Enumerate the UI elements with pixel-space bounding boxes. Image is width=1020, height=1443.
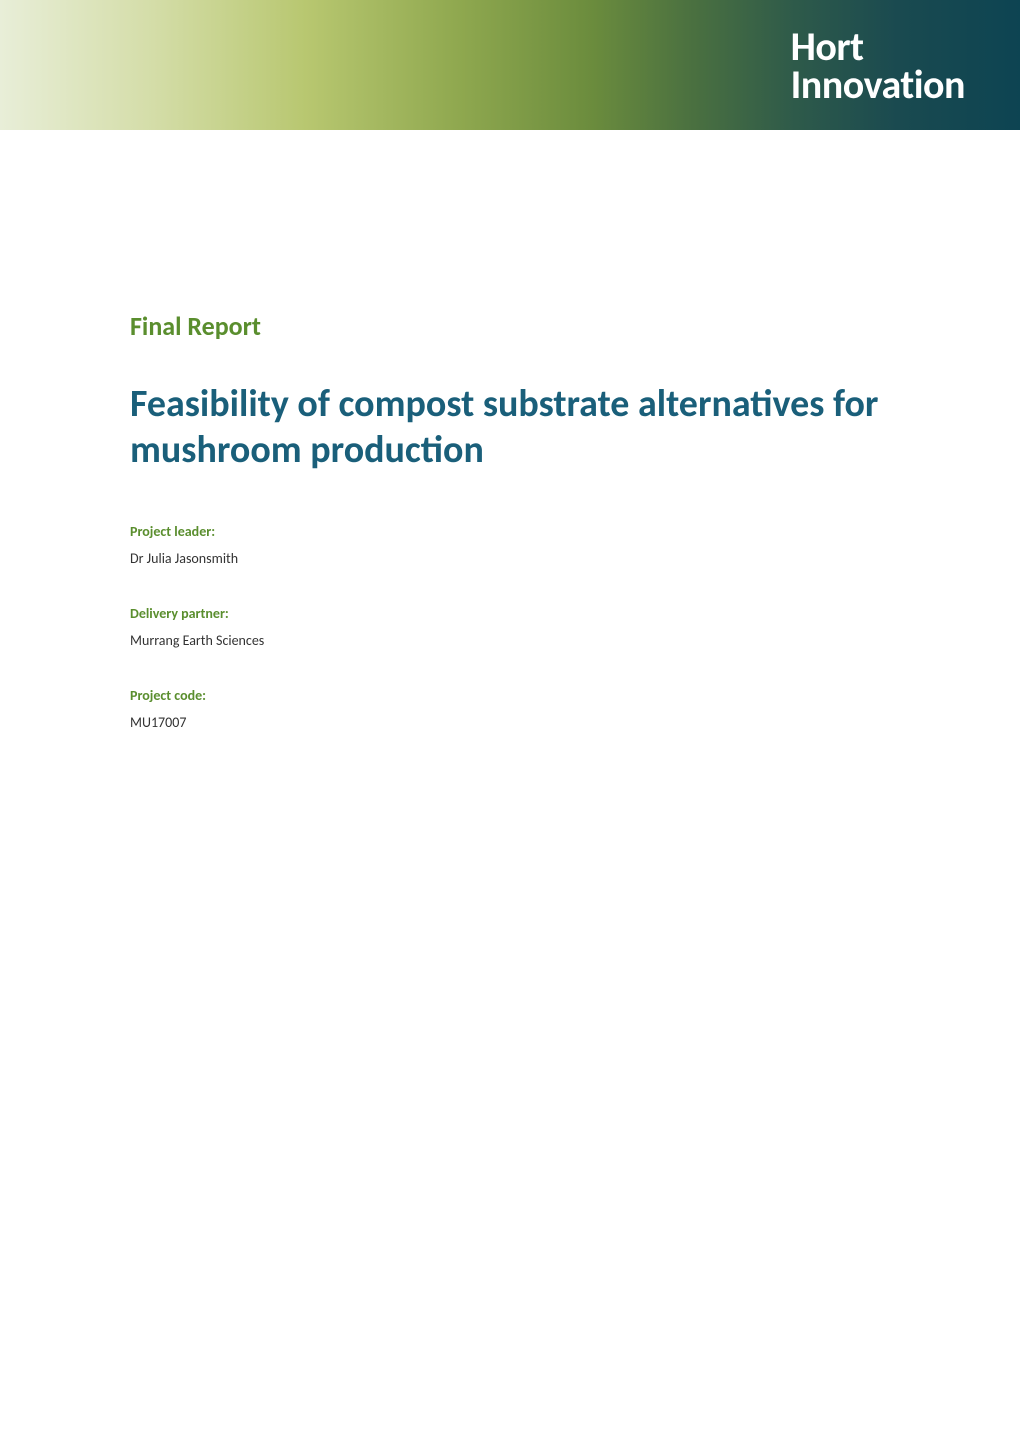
project-leader-label: Project leader: [130, 523, 890, 540]
project-leader-field: Project leader: Dr Julia Jasonsmith [130, 523, 890, 567]
project-code-label: Project code: [130, 687, 890, 704]
project-leader-value: Dr Julia Jasonsmith [130, 550, 890, 567]
delivery-partner-field: Delivery partner: Murrang Earth Sciences [130, 605, 890, 649]
delivery-partner-value: Murrang Earth Sciences [130, 632, 890, 649]
project-code-value: MU17007 [130, 714, 890, 731]
delivery-partner-label: Delivery partner: [130, 605, 890, 622]
section-label: Final Report [130, 310, 890, 342]
header-banner: Hort Innovation [0, 0, 1020, 130]
logo-text-line2: Innovation [791, 66, 965, 104]
document-title: Feasibility of compost substrate alterna… [130, 382, 890, 473]
document-content: Final Report Feasibility of compost subs… [0, 130, 1020, 731]
hort-innovation-logo: Hort Innovation [791, 28, 965, 104]
project-code-field: Project code: MU17007 [130, 687, 890, 731]
